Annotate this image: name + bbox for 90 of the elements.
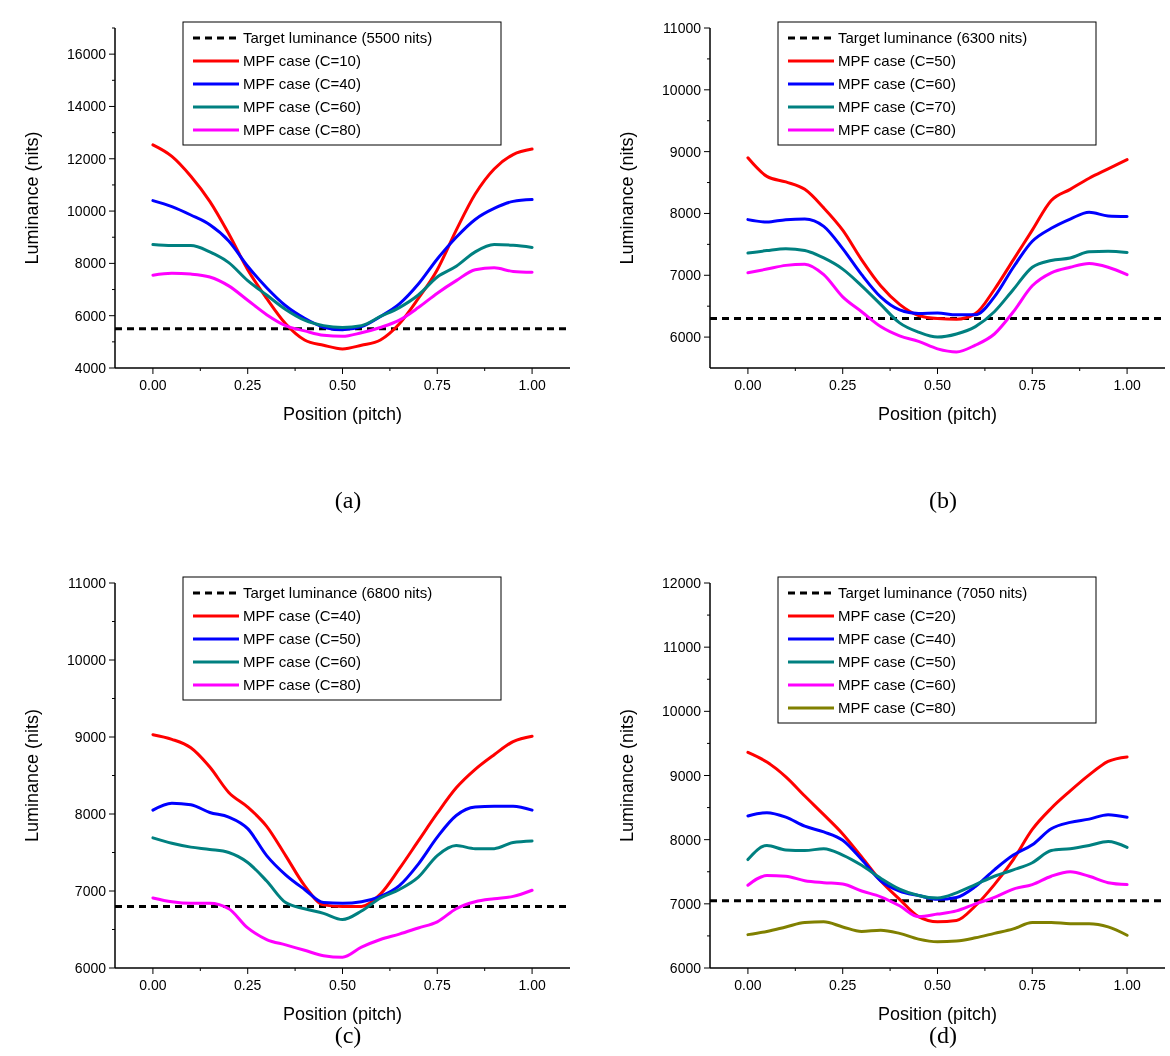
y-tick-label: 6000 [669, 329, 702, 346]
y-tick-label: 9000 [669, 143, 702, 160]
legend-label: MPF case (C=40) [243, 75, 361, 92]
y-tick-label: 6000 [74, 307, 107, 324]
y-tick-label: 7000 [74, 883, 107, 899]
x-tick-label: 0.25 [234, 977, 262, 993]
y-tick-label: 12000 [662, 575, 702, 591]
legend-label: MPF case (C=40) [838, 630, 956, 647]
x-tick-label: 0.00 [734, 977, 762, 993]
y-tick-label: 16000 [67, 46, 107, 63]
y-tick-label: 10000 [67, 203, 107, 220]
y-tick-label: 14000 [67, 98, 107, 115]
x-tick-label: 0.00 [139, 977, 167, 993]
x-tick-label: 0.75 [423, 377, 452, 393]
legend-label: MPF case (C=80) [838, 699, 956, 716]
y-axis-title: Luminance (nits) [22, 708, 42, 843]
legend-label: MPF case (C=80) [243, 121, 361, 138]
x-tick-label: 0.50 [923, 377, 952, 393]
line-series [151, 888, 534, 959]
y-tick-label: 11000 [68, 575, 107, 591]
x-tick-label: 1.00 [518, 977, 546, 993]
legend-label: MPF case (C=80) [243, 676, 361, 693]
legend-label: MPF case (C=50) [838, 653, 956, 670]
text: (b) [929, 487, 957, 513]
y-tick-label: 6000 [74, 960, 107, 976]
line-series [746, 920, 1129, 944]
x-tick-label: 0.25 [829, 377, 857, 393]
x-tick-label: 0.75 [1018, 377, 1047, 393]
y-axis-title: Luminance (nits) [617, 131, 637, 265]
x-axis-title: Position (pitch) [877, 1004, 998, 1024]
y-tick-label: 8000 [74, 806, 107, 822]
legend-label: MPF case (C=40) [243, 607, 361, 624]
line-series [746, 210, 1129, 317]
y-axis-title: Luminance (nits) [617, 708, 637, 843]
legend-label: Target luminance (6800 nits) [243, 584, 433, 601]
y-tick-label: 12000 [67, 150, 107, 167]
line-series [746, 156, 1129, 321]
y-tick-label: 11000 [663, 639, 702, 656]
x-tick-label: 1.00 [1113, 377, 1141, 393]
y-tick-label: 10000 [662, 703, 702, 720]
y-tick-label: 10000 [662, 81, 702, 98]
x-axis-title: Position (pitch) [282, 1004, 403, 1024]
legend-label: MPF case (C=50) [838, 52, 956, 69]
y-tick-label: 8000 [74, 255, 107, 272]
x-tick-label: 0.00 [734, 377, 762, 393]
x-axis-title: Position (pitch) [282, 404, 403, 424]
legend-label: MPF case (C=60) [838, 75, 956, 92]
line-series [151, 266, 534, 338]
legend-label: MPF case (C=80) [838, 121, 956, 138]
y-tick-label: 7000 [669, 267, 702, 284]
legend-label: Target luminance (5500 nits) [243, 29, 433, 46]
line-series [151, 801, 534, 905]
y-tick-label: 9000 [74, 729, 107, 745]
y-tick-label: 11000 [663, 20, 702, 36]
y-tick-label: 9000 [669, 767, 702, 784]
y-tick-label: 8000 [669, 205, 702, 222]
x-tick-label: 0.50 [923, 977, 952, 993]
legend-label: MPF case (C=70) [838, 98, 956, 115]
line-series [746, 840, 1129, 900]
legend-label: MPF case (C=20) [838, 607, 956, 624]
text: (a) [334, 487, 362, 513]
x-axis-title: Position (pitch) [877, 404, 998, 424]
legend-label: MPF case (C=10) [243, 52, 361, 69]
x-tick-label: 0.50 [328, 977, 357, 993]
line-series [746, 262, 1129, 354]
x-tick-label: 1.00 [1113, 977, 1141, 993]
y-tick-label: 7000 [669, 895, 702, 912]
x-tick-label: 1.00 [518, 377, 546, 393]
x-tick-label: 0.25 [829, 977, 857, 993]
y-tick-label: 10000 [67, 652, 107, 668]
legend-label: Target luminance (6300 nits) [838, 29, 1028, 46]
line-series [151, 836, 534, 921]
y-axis-title: Luminance (nits) [22, 131, 42, 265]
x-tick-label: 0.75 [423, 977, 452, 993]
legend-label: MPF case (C=60) [243, 98, 361, 115]
x-tick-label: 0.25 [234, 377, 262, 393]
y-tick-label: 6000 [669, 960, 702, 976]
legend-label: Target luminance (7050 nits) [838, 584, 1028, 601]
y-tick-label: 8000 [669, 831, 702, 848]
line-series [746, 870, 1129, 919]
x-tick-label: 0.50 [328, 377, 357, 393]
line-series [746, 247, 1129, 339]
y-tick-label: 4000 [74, 360, 107, 376]
x-tick-label: 0.75 [1018, 977, 1047, 993]
legend-label: MPF case (C=60) [243, 653, 361, 670]
legend-label: MPF case (C=60) [838, 676, 956, 693]
legend-label: MPF case (C=50) [243, 630, 361, 647]
line-series [151, 733, 534, 908]
x-tick-label: 0.00 [139, 377, 167, 393]
line-series [151, 243, 534, 329]
